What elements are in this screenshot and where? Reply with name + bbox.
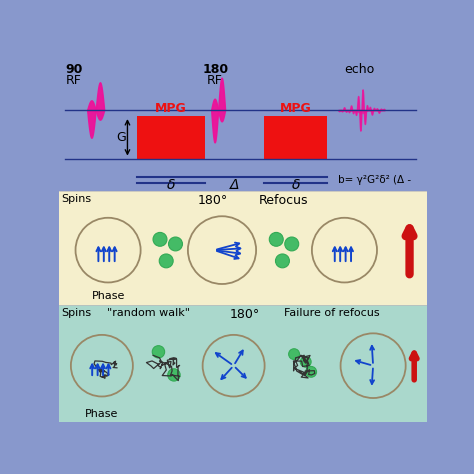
- Bar: [59, 57, 427, 191]
- Text: δ: δ: [166, 178, 175, 191]
- Text: 90: 90: [65, 63, 83, 76]
- Text: Spins: Spins: [61, 308, 91, 318]
- Circle shape: [153, 232, 167, 246]
- Circle shape: [306, 366, 317, 377]
- Circle shape: [169, 237, 182, 251]
- Text: Phase: Phase: [85, 409, 118, 419]
- Text: 180: 180: [202, 63, 229, 76]
- Bar: [59, 305, 427, 422]
- Text: Spins: Spins: [61, 194, 91, 204]
- Text: "random walk": "random walk": [107, 308, 190, 318]
- Circle shape: [285, 237, 299, 251]
- Text: Phase: Phase: [91, 291, 125, 301]
- Circle shape: [275, 254, 290, 268]
- Circle shape: [269, 232, 283, 246]
- Text: 180°: 180°: [230, 308, 260, 321]
- Circle shape: [300, 356, 311, 367]
- Text: Failure of refocus: Failure of refocus: [284, 308, 380, 318]
- Text: G: G: [117, 131, 127, 144]
- Text: MPG: MPG: [280, 102, 311, 115]
- Text: MPG: MPG: [155, 102, 187, 115]
- Text: RF: RF: [207, 74, 222, 87]
- Bar: [137, 116, 205, 158]
- Text: Refocus: Refocus: [259, 194, 309, 207]
- Circle shape: [289, 349, 300, 359]
- Text: b= γ²G²δ² (Δ -: b= γ²G²δ² (Δ -: [338, 175, 411, 185]
- Text: RF: RF: [65, 74, 82, 87]
- Text: δ: δ: [292, 178, 300, 191]
- Circle shape: [168, 369, 180, 381]
- Bar: [264, 116, 328, 158]
- Text: echo: echo: [345, 63, 375, 76]
- Text: Δ: Δ: [229, 178, 239, 191]
- Bar: [59, 191, 427, 305]
- Circle shape: [159, 254, 173, 268]
- Text: 180°: 180°: [197, 194, 228, 207]
- Circle shape: [152, 346, 164, 358]
